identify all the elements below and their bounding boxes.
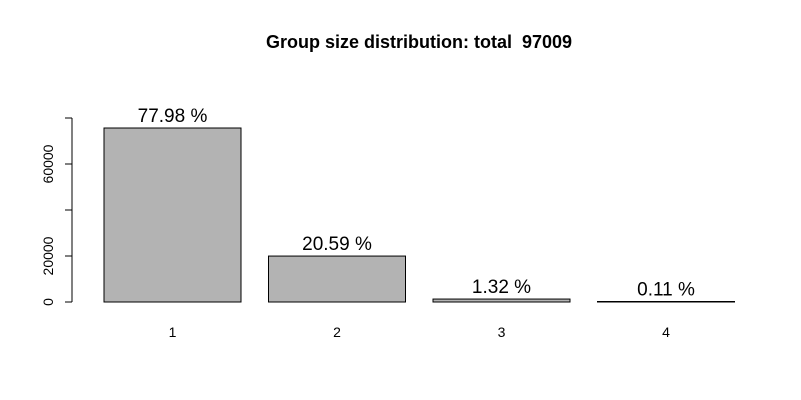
chart-title: Group size distribution: total 97009 — [266, 32, 572, 52]
bar-4 — [597, 301, 735, 303]
bar-3 — [432, 298, 571, 303]
bar-value-label: 0.11 % — [637, 280, 695, 301]
y-tick-label: 60000 — [40, 144, 56, 183]
x-tick-label: 3 — [498, 324, 506, 340]
y-axis: 0 20000 60000 — [40, 117, 73, 306]
bars — [103, 127, 735, 303]
y-tick-label: 20000 — [40, 236, 56, 275]
bar-labels: 77.98 % 20.59 % 1.32 % 0.11 % — [138, 106, 695, 300]
bar-value-label: 77.98 % — [138, 106, 208, 127]
y-tick-label: 0 — [40, 298, 56, 306]
bar-1 — [103, 127, 242, 303]
bar-value-label: 1.32 % — [472, 277, 531, 298]
x-axis-labels: 1 2 3 4 — [169, 324, 671, 340]
bar-2 — [268, 255, 406, 303]
x-tick-label: 4 — [662, 324, 670, 340]
x-tick-label: 1 — [169, 324, 177, 340]
x-tick-label: 2 — [333, 324, 341, 340]
bar-value-label: 20.59 % — [302, 234, 372, 255]
